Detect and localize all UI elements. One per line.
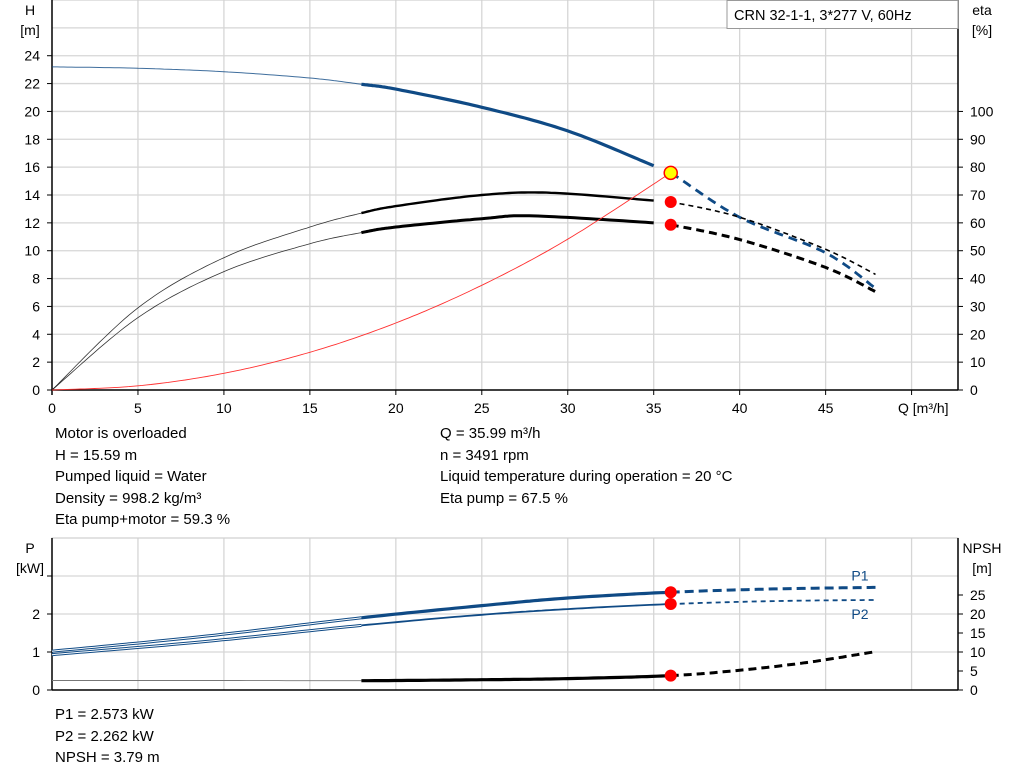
info-motor-status: Motor is overloaded (55, 425, 187, 442)
y-right-tick-label: 0 (970, 682, 978, 698)
operating-info-right: Q = 35.99 m³/h n = 3491 rpm Liquid tempe… (440, 423, 732, 509)
y-left-tick-label: 4 (32, 326, 40, 342)
system-curve (51, 172, 671, 391)
y-left-axis-unit: [m] (20, 22, 39, 38)
operating-point (663, 165, 678, 181)
p1-series-label: P1 (851, 567, 868, 583)
eta_pump_motor-curve-overload (670, 223, 877, 294)
y-right-tick-label: 10 (970, 644, 986, 660)
y-left-tick-label: 12 (24, 215, 40, 231)
y-left-tick-label: 1 (32, 644, 40, 660)
x-tick-label: 30 (560, 400, 576, 416)
y-right-tick-label: 5 (970, 663, 978, 679)
y-right-tick-label: 25 (970, 587, 986, 603)
NPSH-curve-overload (670, 650, 876, 678)
y-right-axis-unit: [m] (972, 560, 991, 576)
y-right-tick-label: 60 (970, 215, 986, 231)
eta_pump_motor-curve (361, 214, 654, 235)
y-left-tick-label: 22 (24, 76, 40, 92)
info-speed: n = 3491 rpm (440, 446, 529, 464)
y-left-tick-label: 8 (32, 271, 40, 287)
P1-curve-overload (670, 585, 876, 594)
y-left-tick-label: 2 (32, 606, 40, 622)
y-left-tick-label: 14 (24, 187, 40, 203)
legend-box (726, 0, 959, 29)
x-axis-label: Q [m³/h] (898, 400, 949, 416)
info-p1: P1 = 2.573 kW (55, 706, 154, 723)
x-tick-label: 10 (216, 400, 232, 416)
y-left-tick-label: 6 (32, 298, 40, 314)
H-curve-extrapolated (52, 66, 362, 85)
NPSH-curve (361, 674, 671, 683)
H-curve-overload (670, 171, 877, 290)
info-eta-pump-motor: Eta pump+motor = 59.3 % (55, 511, 231, 528)
info-density: Density = 998.2 kg/m³ (55, 489, 202, 507)
info-p2: P2 = 2.262 kW (55, 727, 154, 745)
y-right-tick-label: 20 (970, 606, 986, 622)
x-tick-label: 5 (134, 400, 142, 416)
P1-duty-point (664, 586, 677, 599)
eta_pump-curve-extrapolated (51, 212, 362, 391)
y-right-tick-label: 30 (970, 298, 986, 314)
info-eta-pump: Eta pump = 67.5 % (440, 489, 568, 507)
eta-pump-motor-duty-point (664, 218, 677, 231)
x-tick-label: 25 (474, 400, 490, 416)
p2-series-label: P2 (851, 606, 868, 622)
info-head: H = 15.59 m (55, 446, 138, 464)
x-tick-label: 15 (302, 400, 318, 416)
y-left-tick-label: 10 (24, 243, 40, 259)
H-curve (361, 82, 655, 168)
chart-title: CRN 32-1-1, 3*277 V, 60Hz (734, 8, 912, 24)
y-right-tick-label: 80 (970, 159, 986, 175)
y-left-axis-unit: [kW] (16, 560, 44, 576)
P2-duty-point (664, 598, 677, 611)
y-left-tick-label: 0 (32, 382, 40, 398)
info-temperature: Liquid temperature during operation = 20… (440, 468, 733, 485)
y-left-tick-label: 16 (24, 159, 40, 175)
x-tick-label: 35 (646, 400, 662, 416)
y-left-tick-label: 24 (24, 48, 40, 64)
y-right-tick-label: 10 (970, 354, 986, 370)
NPSH-duty-point (664, 669, 677, 682)
y-right-tick-label: 0 (970, 382, 978, 398)
y-left-tick-label: 18 (24, 131, 40, 147)
y-right-tick-label: 90 (970, 131, 986, 147)
eta_pump-curve (361, 191, 654, 215)
x-tick-label: 40 (732, 400, 748, 416)
info-liquid: Pumped liquid = Water (55, 468, 207, 485)
y-left-tick-label: 20 (24, 103, 40, 119)
eta_pump_motor-curve-extrapolated (51, 232, 362, 391)
y-left-axis-label: P (25, 540, 34, 556)
y-right-tick-label: 20 (970, 326, 986, 342)
y-right-axis-label: NPSH (963, 540, 1002, 556)
P2-curve-extrapolated (51, 624, 362, 656)
y-right-axis-unit: [%] (972, 22, 992, 38)
P2-curve-overload (670, 599, 876, 605)
eta-pump-duty-point (664, 195, 677, 208)
eta_pump-curve-overload (670, 201, 876, 276)
y-right-tick-label: 100 (970, 103, 994, 119)
P2-curve (361, 603, 671, 627)
P1-curve (361, 590, 671, 620)
y-right-tick-label: 50 (970, 243, 986, 259)
x-tick-label: 20 (388, 400, 404, 416)
y-left-tick-label: 2 (32, 354, 40, 370)
operating-info-left: Motor is overloaded H = 15.59 m Pumped l… (55, 423, 230, 531)
y-right-tick-label: 40 (970, 271, 986, 287)
x-tick-label: 0 (48, 400, 56, 416)
info-npsh: NPSH = 3.79 m (55, 749, 160, 766)
power-info: P1 = 2.573 kW P2 = 2.262 kW NPSH = 3.79 … (55, 704, 160, 769)
P1-curve-extrapolated (51, 617, 362, 652)
info-flow: Q = 35.99 m³/h (440, 425, 541, 442)
x-tick-label: 45 (818, 400, 834, 416)
y-left-tick-label: 0 (32, 682, 40, 698)
y-right-tick-label: 15 (970, 625, 986, 641)
y-right-axis-label: eta (972, 2, 992, 18)
y-right-tick-label: 70 (970, 187, 986, 203)
y-left-axis-label: H (25, 2, 35, 18)
